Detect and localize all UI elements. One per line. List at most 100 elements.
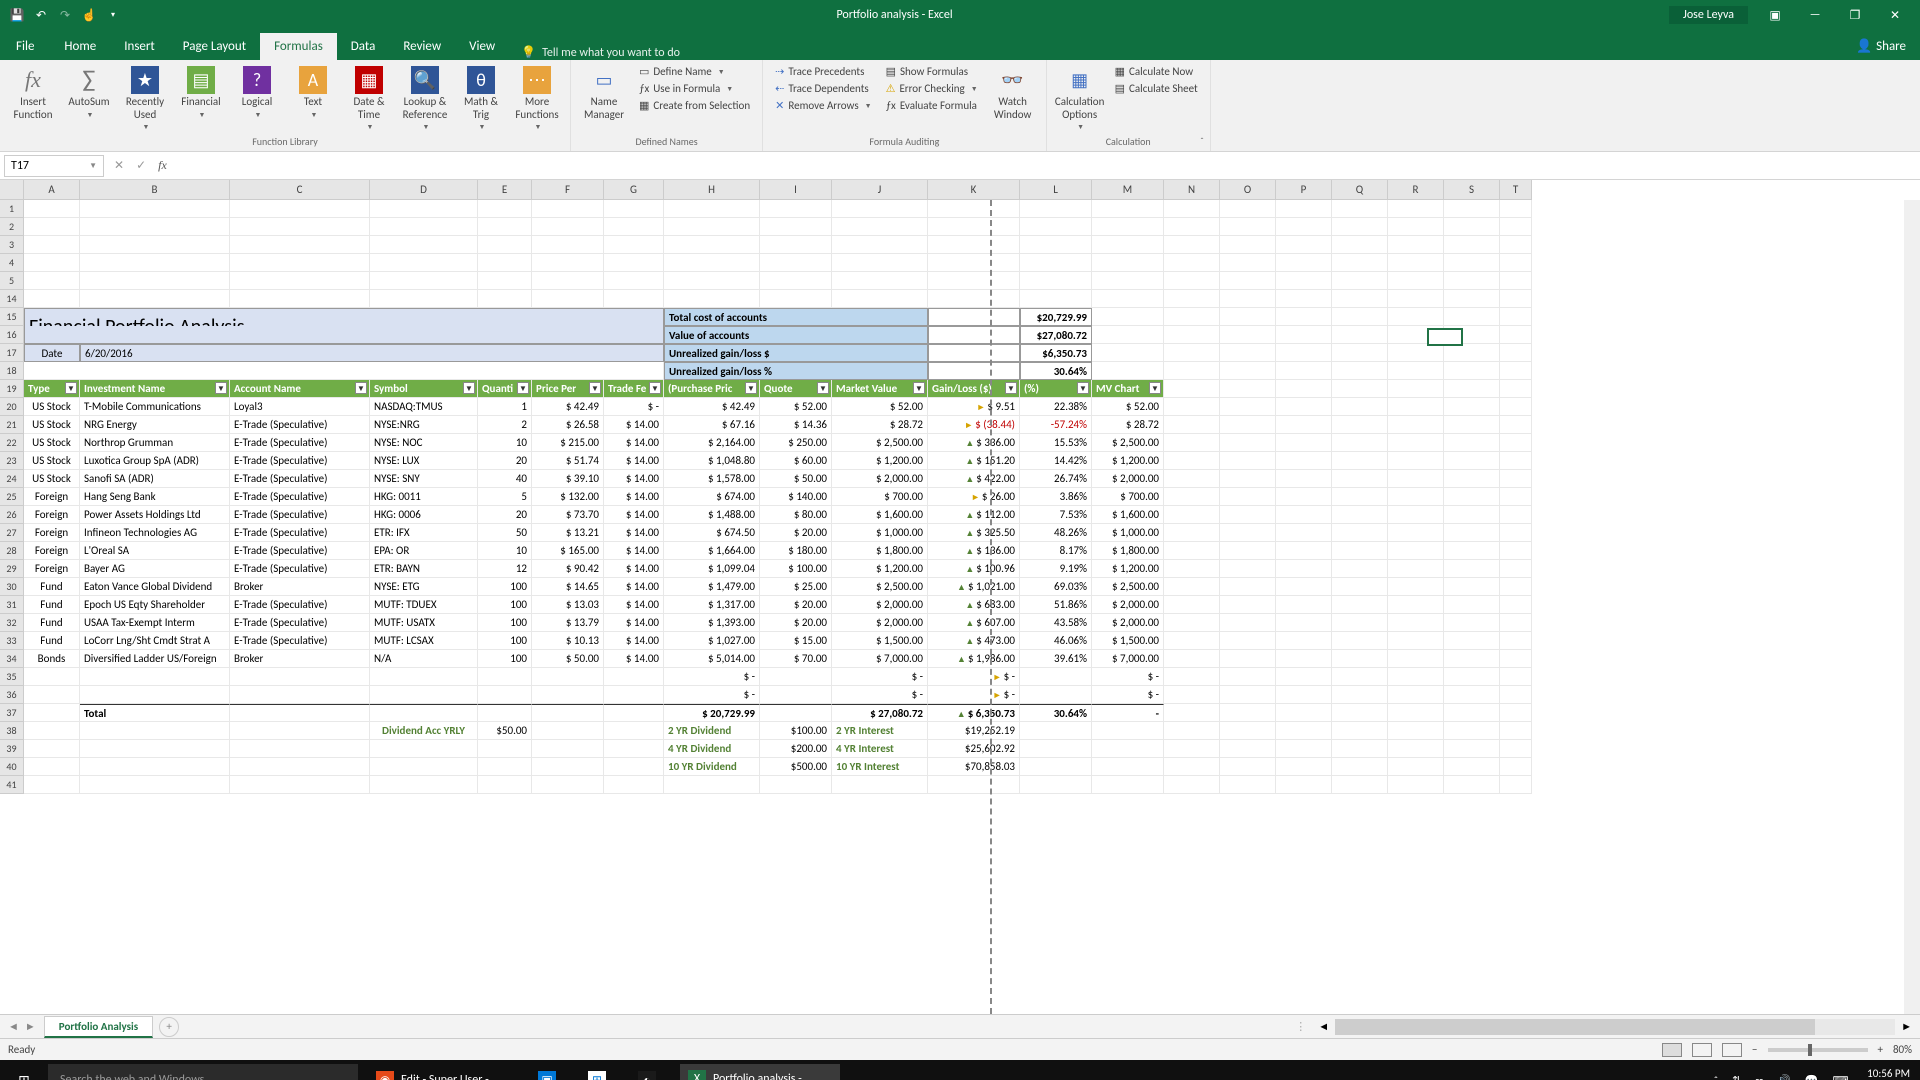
cell[interactable] <box>760 236 832 254</box>
row-header-14[interactable]: 14 <box>0 290 24 308</box>
cell[interactable]: $ 140.00 <box>760 488 832 506</box>
cell[interactable]: Broker <box>230 650 370 668</box>
cell[interactable] <box>1500 614 1532 632</box>
text-button[interactable]: AText▼ <box>288 64 338 121</box>
watch-window-button[interactable]: 👓Watch Window <box>988 64 1038 123</box>
cell[interactable]: $ 250.00 <box>760 434 832 452</box>
cell[interactable] <box>1332 776 1388 794</box>
table-header[interactable]: Type▼ <box>24 380 80 398</box>
filter-icon[interactable]: ▼ <box>817 382 829 394</box>
undo-icon[interactable]: ↶ <box>34 8 48 22</box>
cell[interactable] <box>1444 722 1500 740</box>
col-header-D[interactable]: D <box>370 180 478 200</box>
cell[interactable] <box>1164 236 1220 254</box>
cell[interactable]: Dividend Acc YRLY <box>370 722 478 740</box>
cell[interactable] <box>1276 470 1332 488</box>
cell[interactable] <box>1332 740 1388 758</box>
financial-button[interactable]: ▤Financial▼ <box>176 64 226 121</box>
cell[interactable]: E-Trade (Speculative) <box>230 452 370 470</box>
close-icon[interactable]: ✕ <box>1882 8 1908 23</box>
name-manager-button[interactable]: ▭Name Manager <box>579 64 629 123</box>
cell[interactable]: $ 90.42 <box>532 560 604 578</box>
cell[interactable]: 5 <box>478 488 532 506</box>
taskbar-app[interactable]: XPortfolio analysis - ... <box>680 1064 840 1080</box>
cell[interactable]: HKG: 0011 <box>370 488 478 506</box>
cell[interactable] <box>1332 236 1388 254</box>
cell[interactable]: $ 14.00 <box>604 632 664 650</box>
cell[interactable]: $ 14.00 <box>604 452 664 470</box>
cell[interactable]: $ 20.00 <box>760 614 832 632</box>
cell[interactable] <box>664 218 760 236</box>
cell[interactable] <box>1332 524 1388 542</box>
cell[interactable] <box>1276 308 1332 326</box>
cell[interactable] <box>478 740 532 758</box>
cell[interactable]: $ 14.36 <box>760 416 832 434</box>
cell[interactable]: $ 1,800.00 <box>1092 542 1164 560</box>
cell[interactable]: N/A <box>370 650 478 668</box>
cell[interactable] <box>532 254 604 272</box>
cell[interactable]: 100 <box>478 578 532 596</box>
zoom-slider[interactable] <box>1768 1048 1868 1052</box>
cell[interactable] <box>1388 632 1444 650</box>
cell[interactable] <box>1276 524 1332 542</box>
cell[interactable] <box>1332 380 1388 398</box>
cell[interactable]: E-Trade (Speculative) <box>230 470 370 488</box>
col-header-E[interactable]: E <box>478 180 532 200</box>
cell[interactable] <box>1444 344 1500 362</box>
cell[interactable]: L'Oreal SA <box>80 542 230 560</box>
cell[interactable] <box>760 668 832 686</box>
cell[interactable] <box>1500 524 1532 542</box>
cell[interactable] <box>1444 470 1500 488</box>
volume-icon[interactable]: 🔊 <box>1777 1074 1791 1080</box>
cell[interactable]: 10 YR Interest <box>832 758 928 776</box>
cell[interactable]: $ 14.65 <box>532 578 604 596</box>
calculation-options-button[interactable]: ▦Calculation Options▼ <box>1055 64 1105 133</box>
cell[interactable]: $ 1,986.00 <box>928 650 1020 668</box>
cell[interactable]: $ 2,000.00 <box>832 470 928 488</box>
cell[interactable] <box>604 758 664 776</box>
cell[interactable]: $ (38.44) <box>928 416 1020 434</box>
col-header-R[interactable]: R <box>1388 180 1444 200</box>
cell[interactable] <box>1444 272 1500 290</box>
col-header-A[interactable]: A <box>24 180 80 200</box>
cell[interactable] <box>478 704 532 722</box>
row-header-23[interactable]: 23 <box>0 452 24 470</box>
cell[interactable] <box>1500 380 1532 398</box>
cell[interactable]: $ 1,600.00 <box>832 506 928 524</box>
cell[interactable]: $ 1,000.00 <box>832 524 928 542</box>
cell[interactable]: US Stock <box>24 470 80 488</box>
cell[interactable] <box>478 668 532 686</box>
table-header[interactable]: Trade Fe▼ <box>604 380 664 398</box>
qat-customize-icon[interactable]: ▾ <box>106 8 120 22</box>
cell[interactable]: $ - <box>1092 668 1164 686</box>
cell[interactable] <box>1092 290 1164 308</box>
cell[interactable] <box>478 254 532 272</box>
cell[interactable] <box>1276 704 1332 722</box>
cell[interactable]: $6,350.73 <box>1020 344 1092 362</box>
cell[interactable] <box>1276 542 1332 560</box>
ribbon-display-icon[interactable]: ▣ <box>1762 8 1788 23</box>
cell[interactable] <box>1444 596 1500 614</box>
cell[interactable] <box>1388 470 1444 488</box>
cell[interactable]: E-Trade (Speculative) <box>230 614 370 632</box>
cell[interactable] <box>1164 416 1220 434</box>
cell[interactable]: NYSE: ETG <box>370 578 478 596</box>
cell[interactable]: 12 <box>478 560 532 578</box>
use-in-formula-button[interactable]: ƒxUse in Formula▼ <box>635 81 754 96</box>
cell[interactable]: MUTF: LCSAX <box>370 632 478 650</box>
cell[interactable]: $ 2,000.00 <box>1092 596 1164 614</box>
cell[interactable] <box>664 200 760 218</box>
cell[interactable] <box>1220 254 1276 272</box>
cell[interactable]: $ 20.00 <box>760 524 832 542</box>
cell[interactable] <box>370 272 478 290</box>
cell[interactable]: $ 28.72 <box>1092 416 1164 434</box>
error-checking-button[interactable]: ⚠Error Checking▼ <box>882 81 982 96</box>
cell[interactable] <box>1092 254 1164 272</box>
cell[interactable] <box>1276 362 1332 380</box>
cell[interactable] <box>1220 560 1276 578</box>
tab-home[interactable]: Home <box>50 33 110 60</box>
cell[interactable]: $500.00 <box>760 758 832 776</box>
cell[interactable] <box>832 776 928 794</box>
cell[interactable] <box>1332 218 1388 236</box>
cell[interactable]: Epoch US Eqty Shareholder <box>80 596 230 614</box>
